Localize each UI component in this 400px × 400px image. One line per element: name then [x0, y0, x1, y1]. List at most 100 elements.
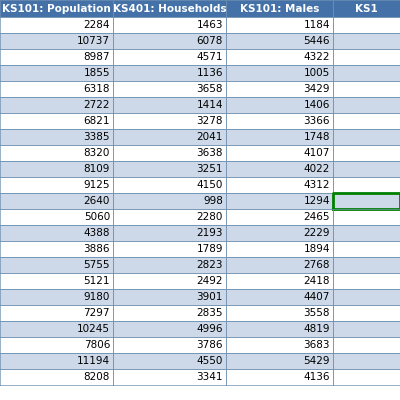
Bar [113, 113, 226, 129]
Text: KS401: Households: KS401: Households [113, 4, 226, 14]
Text: 3638: 3638 [196, 148, 223, 158]
Bar [113, 65, 226, 81]
Text: 3385: 3385 [84, 132, 110, 142]
Text: 2640: 2640 [84, 196, 110, 206]
Bar [226, 337, 333, 353]
Bar [0, 353, 113, 369]
Text: 2418: 2418 [304, 276, 330, 286]
Bar [0, 65, 113, 81]
Bar [0, 369, 113, 385]
Bar [333, 321, 400, 337]
Bar [113, 49, 226, 65]
Text: 6821: 6821 [84, 116, 110, 126]
Text: 1136: 1136 [196, 68, 223, 78]
Text: 4407: 4407 [304, 292, 330, 302]
Bar [333, 129, 400, 145]
Text: 2835: 2835 [196, 308, 223, 318]
Bar [113, 321, 226, 337]
Bar [333, 81, 400, 97]
Bar [333, 273, 400, 289]
Bar [0, 225, 113, 241]
Bar [113, 145, 226, 161]
Text: 1855: 1855 [84, 68, 110, 78]
Text: 3901: 3901 [197, 292, 223, 302]
Bar [333, 353, 400, 369]
Bar [333, 17, 400, 33]
Text: 1414: 1414 [196, 100, 223, 110]
Bar [226, 369, 333, 385]
Text: 5060: 5060 [84, 212, 110, 222]
Bar [0, 257, 113, 273]
Text: 4022: 4022 [304, 164, 330, 174]
Text: 1894: 1894 [304, 244, 330, 254]
Bar [226, 33, 333, 49]
Bar [333, 225, 400, 241]
Text: 4819: 4819 [304, 324, 330, 334]
Text: 2823: 2823 [196, 260, 223, 270]
Bar [0, 33, 113, 49]
Bar [226, 81, 333, 97]
Bar [333, 193, 400, 209]
Text: 3366: 3366 [304, 116, 330, 126]
Text: 4136: 4136 [304, 372, 330, 382]
Bar [333, 0, 400, 17]
Text: 6078: 6078 [197, 36, 223, 46]
Bar [0, 321, 113, 337]
Text: 1005: 1005 [304, 68, 330, 78]
Bar [113, 209, 226, 225]
Text: 3786: 3786 [196, 340, 223, 350]
Bar [113, 369, 226, 385]
Text: 1294: 1294 [304, 196, 330, 206]
Text: 2284: 2284 [84, 20, 110, 30]
Text: 2041: 2041 [197, 132, 223, 142]
Text: 2768: 2768 [304, 260, 330, 270]
Bar [113, 305, 226, 321]
Text: 8208: 8208 [84, 372, 110, 382]
Bar [226, 113, 333, 129]
Text: 4107: 4107 [304, 148, 330, 158]
Text: 1789: 1789 [196, 244, 223, 254]
Bar [226, 97, 333, 113]
Bar [0, 273, 113, 289]
Bar [113, 97, 226, 113]
Bar [113, 17, 226, 33]
Text: 3429: 3429 [304, 84, 330, 94]
Text: KS1: KS1 [355, 4, 378, 14]
Text: 2193: 2193 [196, 228, 223, 238]
Text: 3658: 3658 [196, 84, 223, 94]
Bar [226, 193, 333, 209]
Text: 4996: 4996 [196, 324, 223, 334]
Text: 1406: 1406 [304, 100, 330, 110]
Bar [0, 129, 113, 145]
Bar [333, 49, 400, 65]
Bar [0, 17, 113, 33]
Text: 3683: 3683 [304, 340, 330, 350]
Text: 5121: 5121 [84, 276, 110, 286]
Bar [226, 129, 333, 145]
Text: 2229: 2229 [304, 228, 330, 238]
Bar [113, 81, 226, 97]
Bar [113, 193, 226, 209]
Bar [113, 289, 226, 305]
Bar [113, 225, 226, 241]
Text: 3558: 3558 [304, 308, 330, 318]
Bar [333, 209, 400, 225]
Bar [333, 161, 400, 177]
Text: 8320: 8320 [84, 148, 110, 158]
Bar [333, 145, 400, 161]
Bar [226, 241, 333, 257]
Text: 10737: 10737 [77, 36, 110, 46]
Bar [0, 337, 113, 353]
Text: 5446: 5446 [304, 36, 330, 46]
Text: 5755: 5755 [84, 260, 110, 270]
Text: 4312: 4312 [304, 180, 330, 190]
Bar [113, 353, 226, 369]
Bar [333, 289, 400, 305]
Bar [0, 113, 113, 129]
Bar [333, 177, 400, 193]
Bar [226, 273, 333, 289]
Text: 3886: 3886 [84, 244, 110, 254]
Text: 1748: 1748 [304, 132, 330, 142]
Text: 1463: 1463 [196, 20, 223, 30]
Bar [333, 241, 400, 257]
